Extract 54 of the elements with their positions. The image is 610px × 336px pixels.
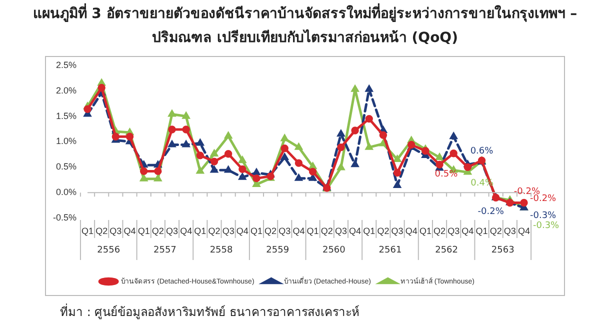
text: ที่มา : ศูนย์ข้อมูลอสังหาริมทรัพย์ ธนาคารอาคารสงเคราะห์ [60,302,360,321]
x-tick-label: Q4 [236,226,248,236]
data-label: -0.2% [478,207,504,218]
x-tick-label: Q4 [462,226,474,236]
x-tick-label: Q4 [124,226,136,236]
text: 2561 [378,245,402,256]
x-tick-label: Q2 [152,226,164,236]
x-tick-label: Q2 [377,226,390,236]
chart-title: แผนภูมิที่ 3 อัตราขยายตัวของดัชนีราคาบ้านจัดสรรใหม่ที่อยู่ระหว่างการขายในกรุงเทพฯ – ปริมณฑล เปรียบเทียบกับไตรมาสก่อนหน้า (QoQ) [32,2,578,48]
x-tick-label: Q1 [306,226,319,236]
x-tick-label: Q2 [434,226,446,236]
y-tick-label: 1.5% [56,110,77,121]
x-tick-label: Q3 [110,226,122,236]
x-tick-label: Q4 [180,226,192,236]
x-tick-label: Q3 [166,226,178,236]
x-tick-label: Q2 [490,226,502,236]
text: 2562 [435,245,458,256]
y-tick-label: 0.5% [56,162,77,172]
y-tick-label: 0.0% [56,187,77,198]
x-tick-label: Q2 [96,226,108,236]
x-tick-label: Q4 [405,226,418,236]
data-label: -0.3% [533,221,560,232]
y-tick-label: 1.0% [56,136,77,146]
data-label: 0.6% [470,146,494,156]
x-tick-label: Q1 [138,226,150,236]
text: 2557 [154,245,176,256]
text: 2559 [266,245,290,256]
x-tick-label: Q1 [363,226,376,236]
x-tick-label: Q3 [448,226,460,236]
text: 2560 [322,245,346,256]
x-tick-label: Q2 [208,226,220,236]
x-tick-label: Q4 [518,226,530,236]
x-tick-label: Q1 [82,226,94,236]
x-tick-label: Q2 [264,226,277,236]
data-label: 0.5% [434,169,458,180]
y-tick-label: 2.0% [56,85,77,96]
text: 2563 [491,245,514,256]
text: 2556 [97,245,120,256]
data-label: -0.3% [530,211,557,222]
x-tick-label: Q1 [419,226,432,236]
x-tick-label: Q3 [278,226,291,236]
x-tick-label: Q3 [334,226,347,236]
x-tick-label: Q3 [391,226,404,236]
x-tick-label: Q1 [194,226,206,236]
x-tick-label: Q1 [476,226,488,236]
x-tick-label: Q3 [504,226,516,236]
x-tick-label: Q4 [349,226,362,236]
y-tick-label: -0.5% [52,212,77,222]
x-tick-label: Q4 [292,226,305,236]
text: 2558 [210,245,233,256]
x-tick-label: Q3 [222,226,234,236]
x-tick-label: Q1 [250,226,262,236]
y-tick-label: 2.5% [56,60,77,70]
x-tick-label: Q2 [320,226,333,236]
